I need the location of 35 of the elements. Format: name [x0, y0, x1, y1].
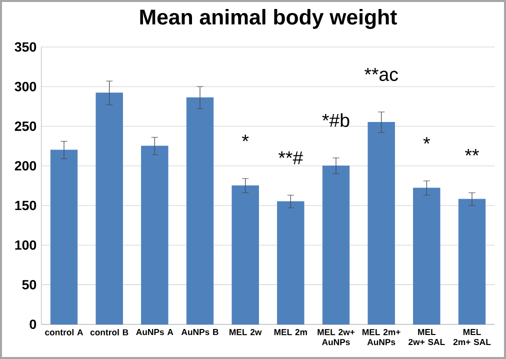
y-tick-label: 100 — [15, 240, 36, 250]
bar — [141, 146, 168, 325]
x-tick-label: MEL 2w — [230, 329, 262, 336]
x-tick-label: MEL 2m+ SAL — [453, 329, 491, 346]
bar — [232, 185, 259, 325]
bar — [96, 92, 123, 325]
y-tick-label: 50 — [22, 280, 36, 290]
x-tick-label: control A — [45, 329, 84, 336]
annotation: *#b — [322, 113, 350, 127]
chart-title: Mean animal body weight — [140, 8, 397, 29]
y-tick-label: 300 — [14, 82, 36, 92]
x-tick-label: control B — [90, 329, 128, 336]
bar — [458, 198, 486, 325]
x-tick-label: MEL 2m — [274, 329, 307, 336]
bar — [186, 97, 214, 325]
bar — [368, 122, 395, 325]
bar — [50, 150, 78, 325]
y-tick-label: 350 — [14, 42, 36, 52]
bar — [413, 188, 440, 325]
y-tick-label: 150 — [15, 200, 36, 210]
x-tick-label: AuNPs A — [136, 329, 174, 336]
x-tick-label: MEL 2w+ AuNPs — [318, 329, 355, 346]
y-tick-label: 200 — [14, 161, 36, 171]
bar — [322, 166, 350, 325]
annotation: * — [423, 137, 430, 144]
annotation: * — [242, 134, 249, 142]
y-tick-label: 0 — [30, 320, 36, 330]
x-tick-label: MEL 2m+ AuNPs — [362, 329, 400, 346]
bar — [277, 201, 304, 325]
x-tick-label: MEL 2w+ SAL — [408, 329, 445, 346]
annotation: ** — [465, 149, 479, 156]
annotation: **ac — [364, 68, 398, 82]
x-tick-label: AuNPs B — [181, 329, 218, 336]
annotation: **# — [278, 151, 304, 164]
y-tick-label: 250 — [14, 122, 36, 131]
